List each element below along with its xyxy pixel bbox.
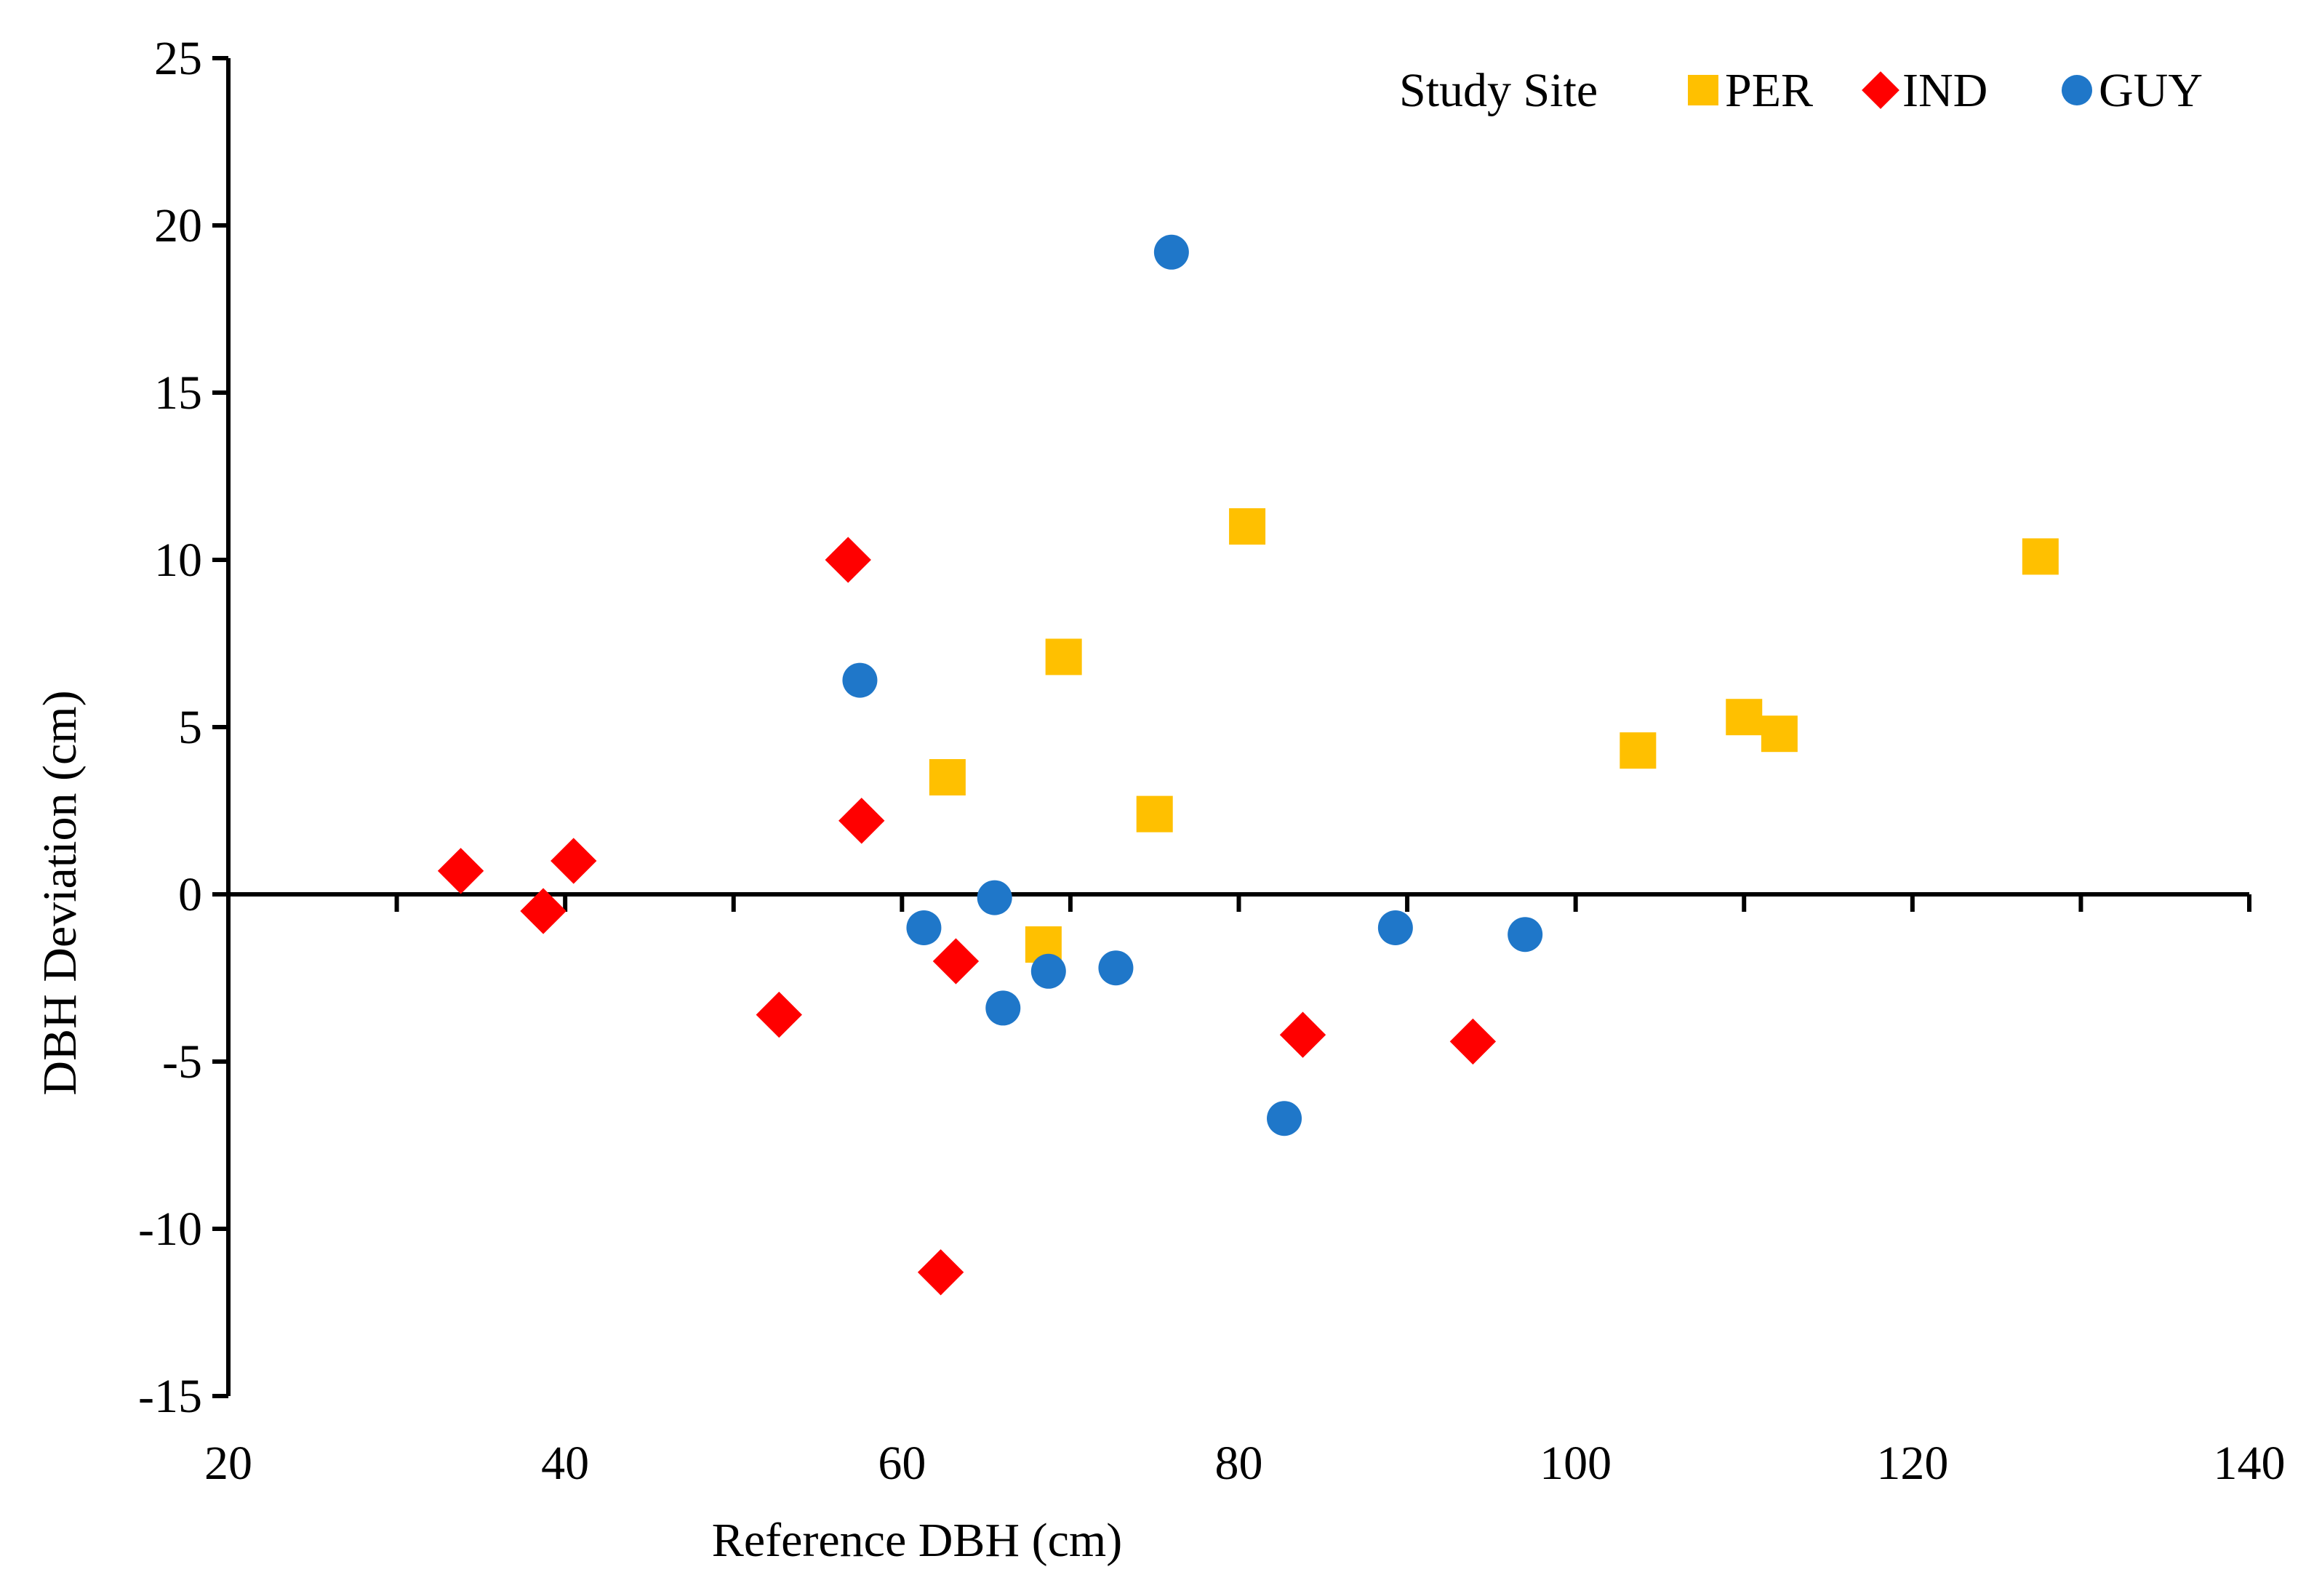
point-guy: [985, 990, 1021, 1026]
x-tick-label: 80: [1215, 1437, 1263, 1490]
point-ind: [917, 1249, 964, 1296]
x-axis-label: Reference DBH (cm): [712, 1514, 1122, 1567]
y-tick-label: -15: [138, 1370, 202, 1423]
legend-label-guy: GUY: [2099, 64, 2203, 117]
x-tick-label: 100: [1540, 1437, 1612, 1490]
series-guy: [842, 234, 1543, 1136]
legend-marker-per: [1688, 75, 1718, 105]
y-tick-label: 20: [154, 199, 202, 252]
point-ind: [1279, 1011, 1326, 1058]
legend: Study Site PER IND GUY: [1399, 64, 2203, 117]
y-tick-label: 5: [178, 701, 202, 754]
point-per: [1726, 699, 1763, 736]
series-ind: [437, 537, 1497, 1296]
point-ind: [756, 991, 802, 1038]
point-ind: [932, 938, 980, 985]
point-per: [1761, 715, 1798, 753]
x-tick-label: 20: [204, 1437, 252, 1490]
legend-marker-ind: [1862, 71, 1899, 109]
point-per: [2022, 538, 2059, 575]
y-tick-label: -10: [138, 1203, 202, 1256]
point-ind: [838, 798, 885, 844]
y-tick-label: 0: [178, 868, 202, 921]
tick-labels: -15 -10 -5 0 5 10 15 20 25 20 40 60 80 100 120 140: [138, 32, 2285, 1490]
point-guy: [1030, 953, 1066, 989]
y-tick-label: 15: [154, 366, 202, 420]
y-axis-label: DBH Deviation (cm): [33, 690, 87, 1095]
point-ind: [1449, 1018, 1497, 1065]
data-points: [437, 234, 2059, 1296]
legend-title: Study Site: [1399, 64, 1598, 117]
legend-label-per: PER: [1725, 64, 1813, 117]
point-per: [1045, 638, 1082, 675]
legend-label-ind: IND: [1902, 64, 1987, 117]
point-per: [929, 759, 966, 795]
point-per: [1620, 732, 1657, 769]
point-guy: [906, 910, 942, 945]
point-ind: [437, 848, 484, 894]
x-tick-label: 120: [1876, 1437, 1948, 1490]
axes: [212, 56, 2251, 1398]
point-guy: [1267, 1101, 1302, 1136]
point-ind: [825, 537, 871, 583]
y-tick-label: 25: [154, 32, 202, 85]
point-guy: [1508, 917, 1543, 953]
point-ind: [551, 838, 597, 884]
y-tick-label: -5: [162, 1035, 202, 1088]
point-guy: [1153, 234, 1189, 270]
x-tick-label: 40: [541, 1437, 589, 1490]
point-per: [1136, 795, 1173, 833]
point-ind: [520, 888, 567, 934]
point-guy: [842, 662, 878, 698]
y-tick-label: 10: [154, 534, 202, 587]
x-tick-label: 60: [878, 1437, 926, 1490]
point-guy: [977, 880, 1012, 915]
x-tick-label: 140: [2214, 1437, 2286, 1490]
point-per: [1229, 508, 1266, 545]
legend-marker-guy: [2062, 75, 2092, 105]
point-guy: [1377, 910, 1413, 945]
point-guy: [1098, 950, 1134, 986]
